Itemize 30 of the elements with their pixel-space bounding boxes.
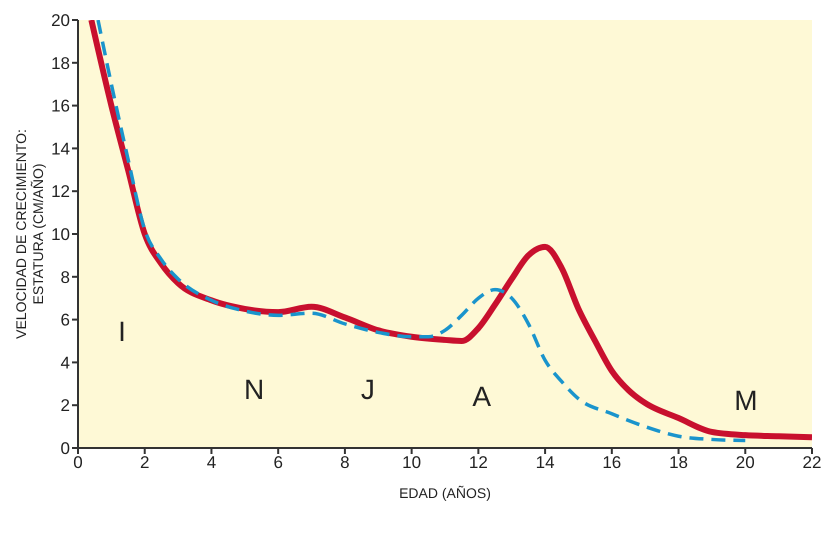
x-tick-label: 6 xyxy=(273,453,283,472)
annotation: M xyxy=(734,384,758,416)
x-tick-label: 4 xyxy=(206,453,216,472)
x-axis-title: EDAD (AÑOS) xyxy=(399,485,491,501)
x-tick-label: 10 xyxy=(402,453,422,472)
x-tick-label: 12 xyxy=(468,453,488,472)
y-tick-label: 20 xyxy=(51,11,70,30)
x-tick-label: 8 xyxy=(340,453,350,472)
y-tick-label: 16 xyxy=(51,96,70,116)
annotation: I xyxy=(118,316,126,348)
y-tick-label: 18 xyxy=(51,54,70,73)
y-tick-label: 14 xyxy=(51,139,70,158)
y-tick-label: 0 xyxy=(60,439,70,458)
annotation: N xyxy=(244,374,264,406)
y-axis-title: VELOCIDAD DE CRECIMIENTO: ESTATURA (CM/AÑO) xyxy=(13,129,46,339)
x-tick-label: 22 xyxy=(802,453,822,472)
x-tick-label: 0 xyxy=(73,453,83,472)
annotation: A xyxy=(472,380,492,412)
y-tick-label: 6 xyxy=(60,310,70,330)
y-tick-label: 10 xyxy=(51,225,70,244)
y-tick-label: 4 xyxy=(60,353,70,372)
x-tick-label: 16 xyxy=(602,453,622,472)
y-tick-label: 8 xyxy=(60,268,70,287)
annotation: J xyxy=(360,374,375,406)
y-tick-label: 12 xyxy=(51,182,70,202)
x-tick-label: 2 xyxy=(140,453,150,472)
x-tick-label: 14 xyxy=(536,453,555,472)
y-tick-label: 2 xyxy=(60,396,70,416)
x-tick-label: 20 xyxy=(736,453,755,472)
x-tick-label: 18 xyxy=(669,453,688,472)
